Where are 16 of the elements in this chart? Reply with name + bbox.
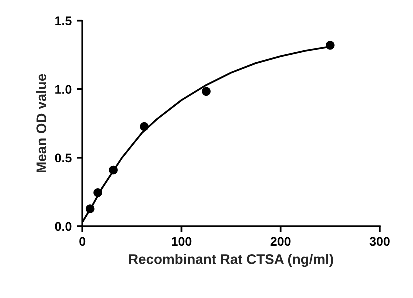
x-axis-title: Recombinant Rat CTSA (ng/ml) [129,254,334,268]
point [94,188,102,198]
y-tick-label: 0.5 [55,154,72,163]
y-tick-label: 0.0 [55,222,72,232]
x-tick-label: 200 [270,237,291,246]
y-tick-label: 1.5 [56,16,72,26]
point [202,87,211,96]
y-axis-title: Mean OD value [36,74,47,173]
y-tick-label: 1.0 [56,85,72,94]
x-tick-label: 0 [80,237,86,246]
x-tick-label: 100 [172,237,192,246]
x-tick-label: 300 [370,237,390,246]
point [140,122,149,132]
point [326,41,335,50]
point [86,204,95,214]
point [109,166,118,175]
